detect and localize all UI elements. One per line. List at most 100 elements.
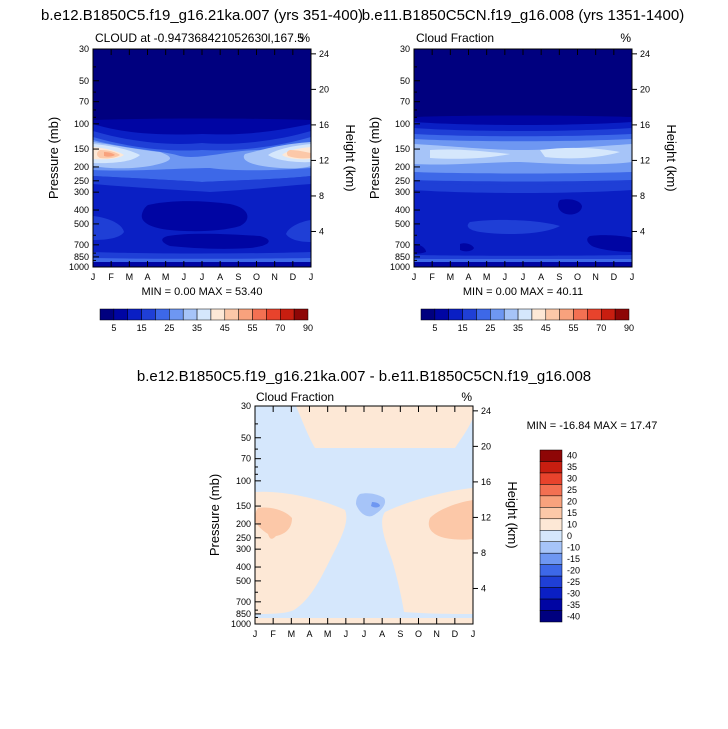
panel-2-ylabel-right: Height (km) xyxy=(664,124,679,191)
y-tick-label: 150 xyxy=(395,144,410,154)
panel-1: b.e12.B1850C5.f19_g16.21ka.007 (yrs 351-… xyxy=(41,7,363,333)
panel-2-contours xyxy=(414,49,632,267)
y-tick-label: 300 xyxy=(395,187,410,197)
colorbar-label: -15 xyxy=(567,554,580,564)
y-tick-label: 100 xyxy=(74,119,89,129)
y-tick-label: 250 xyxy=(74,176,89,186)
colorbar-label: 15 xyxy=(458,323,468,333)
x-tick-label: A xyxy=(217,272,223,282)
y-tick-label: 850 xyxy=(395,252,410,262)
panel-3-ylabel: Pressure (mb) xyxy=(207,474,222,556)
panel-2-left-string: Cloud Fraction xyxy=(416,31,494,45)
panel-3: b.e12.B1850C5.f19_g16.21ka.007 - b.e11.B… xyxy=(137,368,658,639)
height-tick-label: 12 xyxy=(481,512,491,522)
colorbar-label: 55 xyxy=(248,323,258,333)
y-tick-label: 850 xyxy=(74,252,89,262)
panel-1-ylabel-right: Height (km) xyxy=(343,124,358,191)
colorbar-box xyxy=(127,308,142,321)
x-tick-label: J xyxy=(521,272,526,282)
y-tick-label: 30 xyxy=(79,44,89,54)
colorbar-box xyxy=(113,308,128,321)
y-tick-label: 200 xyxy=(74,162,89,172)
colorbar-box xyxy=(539,530,563,542)
x-tick-label: A xyxy=(379,629,385,639)
height-tick-label: 4 xyxy=(319,226,324,236)
y-tick-label: 200 xyxy=(395,162,410,172)
y-tick-label: 100 xyxy=(395,119,410,129)
colorbar-box xyxy=(573,308,588,321)
colorbar-box xyxy=(155,308,170,321)
x-tick-label: S xyxy=(397,629,403,639)
x-tick-label: O xyxy=(574,272,581,282)
colorbar-box xyxy=(539,461,563,474)
panel-2-axes: J F M A M J J A S O N D J305070100150200250300400500… xyxy=(390,44,650,282)
y-tick-label: 50 xyxy=(79,76,89,86)
x-tick-label: J xyxy=(630,272,635,282)
colorbar-box xyxy=(210,308,226,321)
x-tick-label: D xyxy=(611,272,618,282)
panel-3-right-string: % xyxy=(461,390,472,404)
x-tick-label: D xyxy=(452,629,459,639)
colorbar-box xyxy=(99,308,115,321)
x-tick-label: M xyxy=(483,272,491,282)
colorbar-label: 55 xyxy=(569,323,579,333)
colorbar-label: -40 xyxy=(567,611,580,621)
panel-3-contours xyxy=(255,406,473,624)
height-tick-label: 4 xyxy=(640,226,645,236)
panel-1-colorbar: 5 15 25 35 45 55 70 90 xyxy=(99,308,313,333)
y-tick-label: 250 xyxy=(395,176,410,186)
x-tick-label: A xyxy=(144,272,150,282)
colorbar-box xyxy=(490,308,505,321)
colorbar-box xyxy=(539,552,563,565)
y-tick-label: 30 xyxy=(400,44,410,54)
y-tick-label: 700 xyxy=(236,597,251,607)
x-tick-label: M xyxy=(288,629,296,639)
panel-3-left-string: Cloud Fraction xyxy=(256,390,334,404)
x-tick-label: J xyxy=(200,272,205,282)
x-tick-label: O xyxy=(253,272,260,282)
height-tick-label: 4 xyxy=(481,583,486,593)
x-tick-label: F xyxy=(108,272,114,282)
colorbar-box xyxy=(539,472,563,485)
x-tick-label: S xyxy=(556,272,562,282)
x-tick-label: N xyxy=(592,272,599,282)
colorbar-box xyxy=(503,308,519,321)
colorbar-box xyxy=(587,308,602,321)
y-tick-label: 50 xyxy=(400,76,410,86)
colorbar-label: 30 xyxy=(567,474,577,484)
panel-2-title: b.e11.B1850C5CN.f19_g16.008 (yrs 1351-14… xyxy=(362,7,684,24)
height-tick-label: 20 xyxy=(640,84,650,94)
height-tick-label: 8 xyxy=(481,548,486,558)
colorbar-box xyxy=(539,575,563,588)
colorbar-box xyxy=(280,308,295,321)
panel-2-colorbar: 5 15 25 35 45 55 70 90 xyxy=(420,308,634,333)
panel-3-ylabel-right: Height (km) xyxy=(505,481,520,548)
colorbar-label: 15 xyxy=(567,508,577,518)
colorbar-label: 15 xyxy=(137,323,147,333)
colorbar-label: -35 xyxy=(567,600,580,610)
colorbar-box xyxy=(539,495,563,508)
y-tick-label: 300 xyxy=(236,544,251,554)
y-tick-label: 200 xyxy=(236,519,251,529)
height-tick-label: 8 xyxy=(319,191,324,201)
height-tick-label: 16 xyxy=(319,120,329,130)
colorbar-label: -10 xyxy=(567,542,580,552)
colorbar-label: 90 xyxy=(303,323,313,333)
x-tick-label: A xyxy=(306,629,312,639)
colorbar-label: 0 xyxy=(567,531,572,541)
colorbar-label: 45 xyxy=(220,323,230,333)
colorbar-label: 25 xyxy=(567,485,577,495)
colorbar-label: -20 xyxy=(567,565,580,575)
y-tick-label: 500 xyxy=(74,219,89,229)
colorbar-box xyxy=(539,484,563,497)
colorbar-box xyxy=(614,308,630,321)
x-tick-label: J xyxy=(471,629,476,639)
x-tick-label: A xyxy=(465,272,471,282)
colorbar-box xyxy=(559,308,574,321)
x-tick-label: A xyxy=(538,272,544,282)
colorbar-box xyxy=(293,308,309,321)
x-tick-label: J xyxy=(91,272,96,282)
x-tick-label: M xyxy=(324,629,332,639)
panel-3-axes: J F M A M J J A S O N D J305070100150200250300400500… xyxy=(231,401,491,639)
